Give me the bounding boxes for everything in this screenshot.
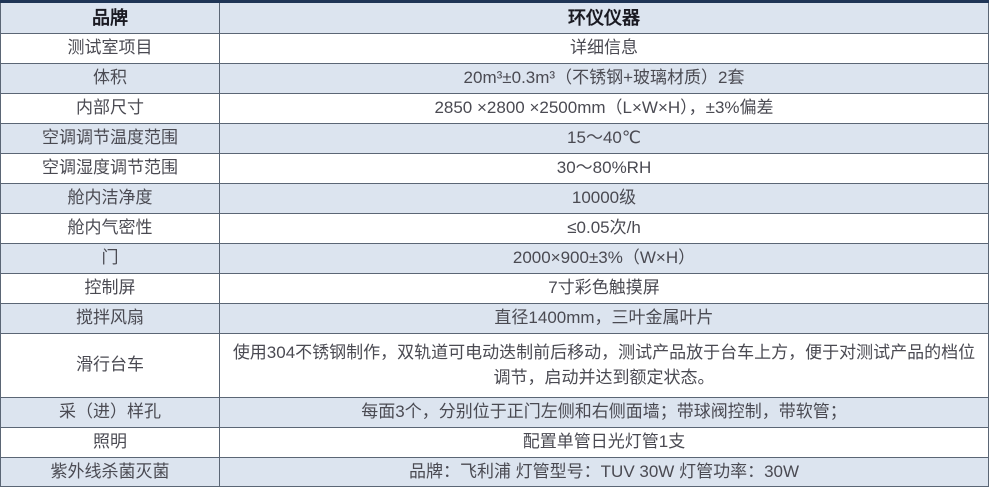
table-row: 门 2000×900±3%（W×H） xyxy=(0,242,989,274)
table-header-row: 品牌 环仪仪器 xyxy=(0,0,989,35)
row-value-cell: 每面3个，分别位于正门左侧和右侧面墙；带球阀控制，带软管； xyxy=(219,396,989,428)
table-row: 滑行台车 使用304不锈钢制作，双轨道可电动迭制前后移动，测试产品放于台车上方，便… xyxy=(0,332,989,398)
header-cell-label: 品牌 xyxy=(0,0,220,35)
row-value-cell: 10000级 xyxy=(219,182,989,214)
row-label-cell: 紫外线杀菌灭菌 xyxy=(0,456,220,488)
table-row: 测试室项目 详细信息 xyxy=(0,33,989,65)
row-value-cell: 2850 ×2800 ×2500mm（L×W×H），±3%偏差 xyxy=(219,93,989,125)
table-row: 舱内气密性 ≤0.05次/h xyxy=(0,212,989,244)
row-value-cell: 详细信息 xyxy=(219,33,989,65)
row-label-cell: 采（进）样孔 xyxy=(0,396,220,428)
row-label-cell: 空调调节温度范围 xyxy=(0,123,220,155)
row-value-cell: 配置单管日光灯管1支 xyxy=(219,426,989,458)
row-value-cell: 7寸彩色触摸屏 xyxy=(219,272,989,304)
table-row: 紫外线杀菌灭菌 品牌：飞利浦 灯管型号：TUV 30W 灯管功率：30W xyxy=(0,456,989,488)
row-label-cell: 照明 xyxy=(0,426,220,458)
row-value-cell: 30～80%RH xyxy=(219,153,989,184)
row-label-cell: 滑行台车 xyxy=(0,332,220,398)
specification-table: 品牌 环仪仪器 测试室项目 详细信息 体积 20m³±0.3m³（不锈钢+玻璃材质）2… xyxy=(0,0,989,488)
row-label-cell: 空调湿度调节范围 xyxy=(0,153,220,184)
table-row: 空调调节温度范围 15～40℃ xyxy=(0,123,989,155)
row-label-cell: 测试室项目 xyxy=(0,33,220,65)
row-value-cell: 2000×900±3%（W×H） xyxy=(219,242,989,274)
table-row: 采（进）样孔 每面3个，分别位于正门左侧和右侧面墙；带球阀控制，带软管； xyxy=(0,396,989,428)
row-value-cell: 品牌：飞利浦 灯管型号：TUV 30W 灯管功率：30W xyxy=(219,456,989,488)
table-row: 舱内洁净度 10000级 xyxy=(0,182,989,214)
table-row: 内部尺寸 2850 ×2800 ×2500mm（L×W×H），±3%偏差 xyxy=(0,93,989,125)
table-row: 体积 20m³±0.3m³（不锈钢+玻璃材质）2套 xyxy=(0,63,989,95)
row-label-cell: 舱内洁净度 xyxy=(0,182,220,214)
table-row: 搅拌风扇 直径1400mm，三叶金属叶片 xyxy=(0,302,989,334)
row-value-cell: 20m³±0.3m³（不锈钢+玻璃材质）2套 xyxy=(219,63,989,95)
row-label-cell: 体积 xyxy=(0,63,220,95)
row-label-cell: 控制屏 xyxy=(0,272,220,304)
row-label-cell: 内部尺寸 xyxy=(0,93,220,125)
table-row: 空调湿度调节范围 30～80%RH xyxy=(0,153,989,184)
row-value-cell: 使用304不锈钢制作，双轨道可电动迭制前后移动，测试产品放于台车上方，便于对测试… xyxy=(219,332,989,398)
table-row: 照明 配置单管日光灯管1支 xyxy=(0,426,989,458)
row-value-cell: 直径1400mm，三叶金属叶片 xyxy=(219,302,989,334)
table-row: 控制屏 7寸彩色触摸屏 xyxy=(0,272,989,304)
row-value-cell: ≤0.05次/h xyxy=(219,212,989,244)
table-body: 品牌 环仪仪器 测试室项目 详细信息 体积 20m³±0.3m³（不锈钢+玻璃材质）2… xyxy=(0,0,989,488)
row-label-cell: 舱内气密性 xyxy=(0,212,220,244)
row-label-cell: 门 xyxy=(0,242,220,274)
header-cell-value: 环仪仪器 xyxy=(219,0,989,35)
row-label-cell: 搅拌风扇 xyxy=(0,302,220,334)
row-value-cell: 15～40℃ xyxy=(219,123,989,155)
